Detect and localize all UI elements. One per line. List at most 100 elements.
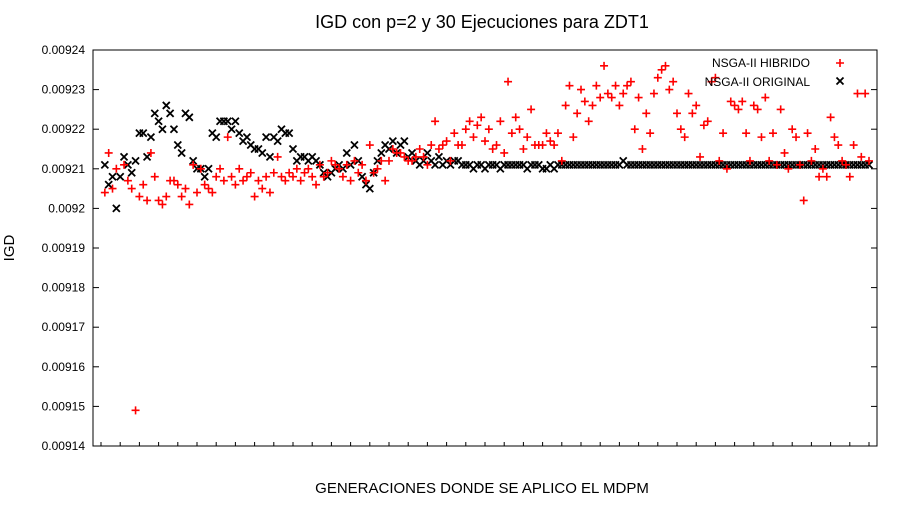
point-hibrido bbox=[845, 172, 854, 181]
point-hibrido bbox=[865, 156, 873, 165]
point-original bbox=[227, 125, 236, 134]
point-original bbox=[400, 136, 409, 146]
point-hibrido bbox=[853, 89, 862, 98]
point-original bbox=[357, 172, 367, 181]
point-hibrido bbox=[246, 168, 255, 177]
point-hibrido bbox=[120, 160, 129, 169]
point-hibrido bbox=[123, 176, 132, 185]
point-hibrido bbox=[857, 152, 866, 161]
point-original bbox=[158, 125, 167, 134]
point-hibrido bbox=[335, 164, 344, 173]
point-hibrido bbox=[146, 148, 155, 157]
point-hibrido bbox=[703, 117, 712, 126]
point-hibrido bbox=[707, 77, 716, 86]
point-hibrido bbox=[173, 180, 182, 189]
point-hibrido bbox=[262, 172, 271, 181]
point-hibrido bbox=[100, 188, 109, 197]
point-hibrido bbox=[481, 137, 489, 146]
point-original bbox=[150, 109, 159, 118]
point-original bbox=[430, 160, 440, 169]
point-original bbox=[146, 132, 156, 142]
point-hibrido bbox=[557, 156, 566, 165]
point-hibrido bbox=[665, 85, 674, 94]
point-hibrido bbox=[208, 188, 217, 197]
point-original bbox=[112, 204, 121, 213]
point-hibrido bbox=[538, 141, 547, 150]
point-hibrido bbox=[696, 152, 705, 161]
point-hibrido bbox=[185, 200, 194, 209]
point-hibrido bbox=[561, 101, 570, 110]
point-hibrido bbox=[488, 145, 497, 153]
point-hibrido bbox=[469, 133, 478, 142]
point-hibrido bbox=[308, 172, 317, 181]
point-hibrido bbox=[177, 192, 186, 201]
point-hibrido bbox=[776, 105, 785, 114]
point-hibrido bbox=[861, 89, 870, 98]
point-hibrido bbox=[315, 160, 324, 169]
x-axis bbox=[100, 442, 870, 446]
point-hibrido bbox=[822, 172, 831, 181]
point-hibrido bbox=[273, 152, 282, 161]
point-hibrido bbox=[565, 81, 574, 90]
point-hibrido bbox=[304, 164, 313, 173]
point-hibrido bbox=[726, 97, 735, 106]
point-hibrido bbox=[492, 141, 501, 150]
point-hibrido bbox=[258, 184, 267, 193]
point-hibrido bbox=[830, 133, 839, 142]
point-hibrido bbox=[381, 176, 390, 185]
point-hibrido bbox=[699, 121, 708, 130]
point-hibrido bbox=[338, 172, 347, 181]
point-original bbox=[258, 148, 267, 158]
point-hibrido bbox=[465, 117, 474, 126]
point-hibrido bbox=[427, 141, 436, 150]
point-hibrido bbox=[496, 117, 505, 126]
point-hibrido bbox=[477, 113, 486, 122]
point-hibrido bbox=[711, 73, 720, 82]
point-original bbox=[223, 117, 232, 126]
point-hibrido bbox=[296, 176, 305, 185]
legend-label-original: NSGA-II ORIGINAL bbox=[705, 75, 811, 89]
point-hibrido bbox=[358, 160, 367, 169]
point-hibrido bbox=[143, 196, 152, 205]
point-hibrido bbox=[546, 137, 555, 146]
point-hibrido bbox=[657, 65, 666, 74]
point-hibrido bbox=[573, 109, 582, 118]
point-hibrido bbox=[411, 152, 420, 161]
legend: NSGA-II HIBRIDO NSGA-II ORIGINAL bbox=[705, 56, 845, 89]
point-hibrido bbox=[227, 172, 236, 181]
point-hibrido bbox=[434, 145, 443, 153]
data-marks bbox=[100, 61, 874, 415]
legend-marker-hibrido bbox=[836, 59, 844, 67]
y-tick-label: 0.00918 bbox=[42, 281, 86, 295]
y-tick-label: 0.00922 bbox=[42, 122, 86, 136]
point-hibrido bbox=[112, 164, 121, 173]
y-tick-label: 0.00915 bbox=[42, 399, 86, 413]
point-hibrido bbox=[231, 180, 240, 189]
y-tick-label: 0.00921 bbox=[42, 162, 86, 176]
point-hibrido bbox=[834, 141, 843, 150]
point-original bbox=[423, 148, 432, 158]
point-hibrido bbox=[457, 141, 466, 150]
point-hibrido bbox=[473, 121, 482, 130]
point-hibrido bbox=[408, 156, 417, 165]
point-original bbox=[204, 164, 213, 173]
point-hibrido bbox=[169, 176, 178, 185]
point-hibrido bbox=[745, 156, 754, 165]
y-axis-label: IGD bbox=[1, 235, 18, 262]
point-original bbox=[434, 152, 444, 162]
legend-label-hibrido: NSGA-II HIBRIDO bbox=[712, 56, 810, 70]
point-original bbox=[177, 148, 186, 158]
point-hibrido bbox=[388, 145, 397, 153]
point-hibrido bbox=[127, 184, 136, 193]
y-axis: 0.00914 0.00915 0.00916 0.00917 0.00918 0.009… bbox=[42, 43, 877, 453]
point-hibrido bbox=[688, 109, 697, 118]
point-hibrido bbox=[323, 168, 332, 177]
point-hibrido bbox=[772, 160, 781, 169]
point-hibrido bbox=[154, 196, 163, 205]
point-hibrido bbox=[193, 188, 201, 197]
point-hibrido bbox=[400, 152, 409, 161]
y-tick-label: 0.00917 bbox=[42, 320, 86, 334]
point-hibrido bbox=[219, 176, 228, 185]
point-hibrido bbox=[761, 93, 770, 102]
point-hibrido bbox=[826, 113, 835, 122]
